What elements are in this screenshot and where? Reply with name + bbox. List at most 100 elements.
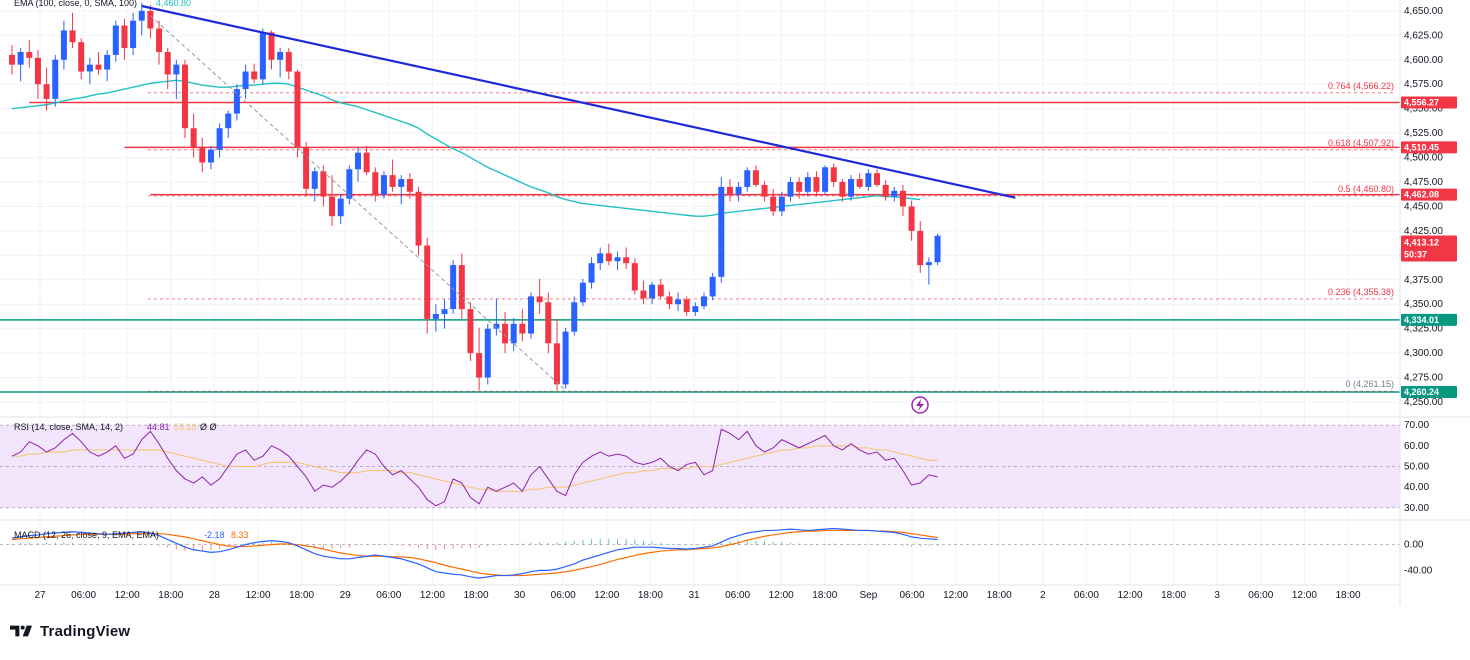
candle-body <box>233 89 240 114</box>
fib-level-label: 0.5 (4,460.80) <box>1338 184 1394 194</box>
macd-histogram-bar <box>591 539 593 545</box>
macd-histogram-bar <box>193 544 195 552</box>
time-tick-label: 12:00 <box>245 590 270 601</box>
rsi-tick-label: 60.00 <box>1404 441 1429 452</box>
macd-histogram-bar <box>167 544 169 548</box>
macd-histogram-bar <box>392 544 394 546</box>
macd-histogram-bar <box>815 543 817 545</box>
macd-histogram-bar <box>798 543 800 545</box>
candle-body <box>277 51 284 60</box>
macd-histogram-bar <box>123 543 125 545</box>
candle-body <box>925 262 932 266</box>
candle-body <box>69 30 76 43</box>
macd-histogram-bar <box>487 544 489 547</box>
candle-body <box>182 64 188 129</box>
candle-body <box>104 54 111 70</box>
candle-body <box>631 263 638 291</box>
tradingview-brand[interactable]: TradingView <box>10 620 130 642</box>
macd-histogram-bar <box>201 544 203 551</box>
price-tick-label: 4,625.00 <box>1404 30 1443 41</box>
price-tick-label: 4,425.00 <box>1404 226 1443 237</box>
candle-body <box>9 54 15 65</box>
price-tick-label: 4,550.00 <box>1404 104 1443 115</box>
candle-body <box>95 64 102 70</box>
candle-body <box>562 331 569 385</box>
candle-body <box>78 42 85 72</box>
macd-histogram-bar <box>703 543 705 545</box>
macd-histogram-bar <box>141 543 143 545</box>
macd-histogram-bar <box>582 539 584 545</box>
candle-body <box>337 198 344 217</box>
candle-body <box>761 184 768 197</box>
macd-histogram-bar <box>11 543 13 545</box>
macd-histogram-bar <box>46 542 48 545</box>
macd-histogram-bar <box>928 544 930 547</box>
price-tick-label: 4,450.00 <box>1404 201 1443 212</box>
candle-body <box>320 171 327 197</box>
macd-histogram-bar <box>902 544 904 546</box>
macd-histogram-bar <box>106 544 108 546</box>
candle-body <box>346 169 353 199</box>
macd-histogram-bar <box>54 542 56 545</box>
macd-pane: 0.00 -40.00 <box>0 527 1433 579</box>
time-tick-label: 18:00 <box>812 590 837 601</box>
time-tick-label: 18:00 <box>289 590 314 601</box>
time-tick-label: 27 <box>34 590 46 601</box>
time-tick-label: 06:00 <box>376 590 401 601</box>
time-tick-label: 12:00 <box>943 590 968 601</box>
horizontal-levels <box>0 101 1400 393</box>
candle-body <box>268 32 275 60</box>
price-tick-label: 4,500.00 <box>1404 153 1443 164</box>
candle-body <box>406 179 413 192</box>
candle-body <box>744 170 751 187</box>
candle-body <box>225 113 232 129</box>
time-axis[interactable]: 27 06:00 12:00 18:00 28 12:00 18:00 29 06:00 12:0… <box>34 590 1361 601</box>
macd-histogram-bar <box>625 539 627 545</box>
candle-body <box>138 10 145 21</box>
candle-body <box>882 184 889 197</box>
macd-histogram-bar <box>885 544 887 546</box>
macd-histogram-bar <box>366 544 368 546</box>
macd-histogram-bar <box>530 542 532 545</box>
rsi-line <box>11 428 938 507</box>
rsi-tick-label: 50.00 <box>1404 462 1429 473</box>
macd-histogram-bar <box>20 543 22 545</box>
candle-body <box>874 173 880 185</box>
macd-histogram-bar <box>547 542 549 545</box>
macd-histogram-bar <box>755 540 757 545</box>
level-price-tag-label: 4,510.45 <box>1404 142 1439 152</box>
candle-body <box>536 296 543 303</box>
candle-body <box>121 25 128 49</box>
candle-body <box>112 25 119 55</box>
candle-body <box>917 230 924 266</box>
candle-body <box>476 353 483 378</box>
candle-body <box>701 296 707 307</box>
candle-body <box>666 296 673 305</box>
macd-histogram-bar <box>539 542 541 545</box>
fib-swing-line <box>150 15 566 391</box>
macd-histogram-bar <box>617 538 618 545</box>
candle-body <box>173 64 180 75</box>
time-tick-label: 18:00 <box>1161 590 1186 601</box>
time-tick-label: 18:00 <box>987 590 1012 601</box>
level-price-tag <box>1401 96 1457 109</box>
price-tick-label: 4,600.00 <box>1404 55 1443 66</box>
macd-histogram-bar <box>28 543 30 545</box>
candle-body <box>657 284 664 297</box>
candle-body <box>156 28 163 52</box>
macd-histogram-bar <box>444 544 445 550</box>
macd-histogram-bar <box>608 538 610 545</box>
main-indicator-value: 4,460.80 <box>156 0 191 8</box>
candle-body <box>692 306 699 313</box>
macd-tick-label: 0.00 <box>1404 540 1424 551</box>
price-tick-label: 4,325.00 <box>1404 324 1443 335</box>
macd-histogram-bar <box>98 544 99 545</box>
level-price-tag <box>1401 385 1457 398</box>
time-tick-label: 12:00 <box>420 590 445 601</box>
macd-histogram-bar <box>37 543 39 545</box>
macd-histogram-bar <box>937 544 939 546</box>
level-price-tag-label: 4,334.01 <box>1404 315 1439 325</box>
flash-replay-icon[interactable] <box>911 396 929 414</box>
macd-histogram-bar <box>469 544 471 549</box>
